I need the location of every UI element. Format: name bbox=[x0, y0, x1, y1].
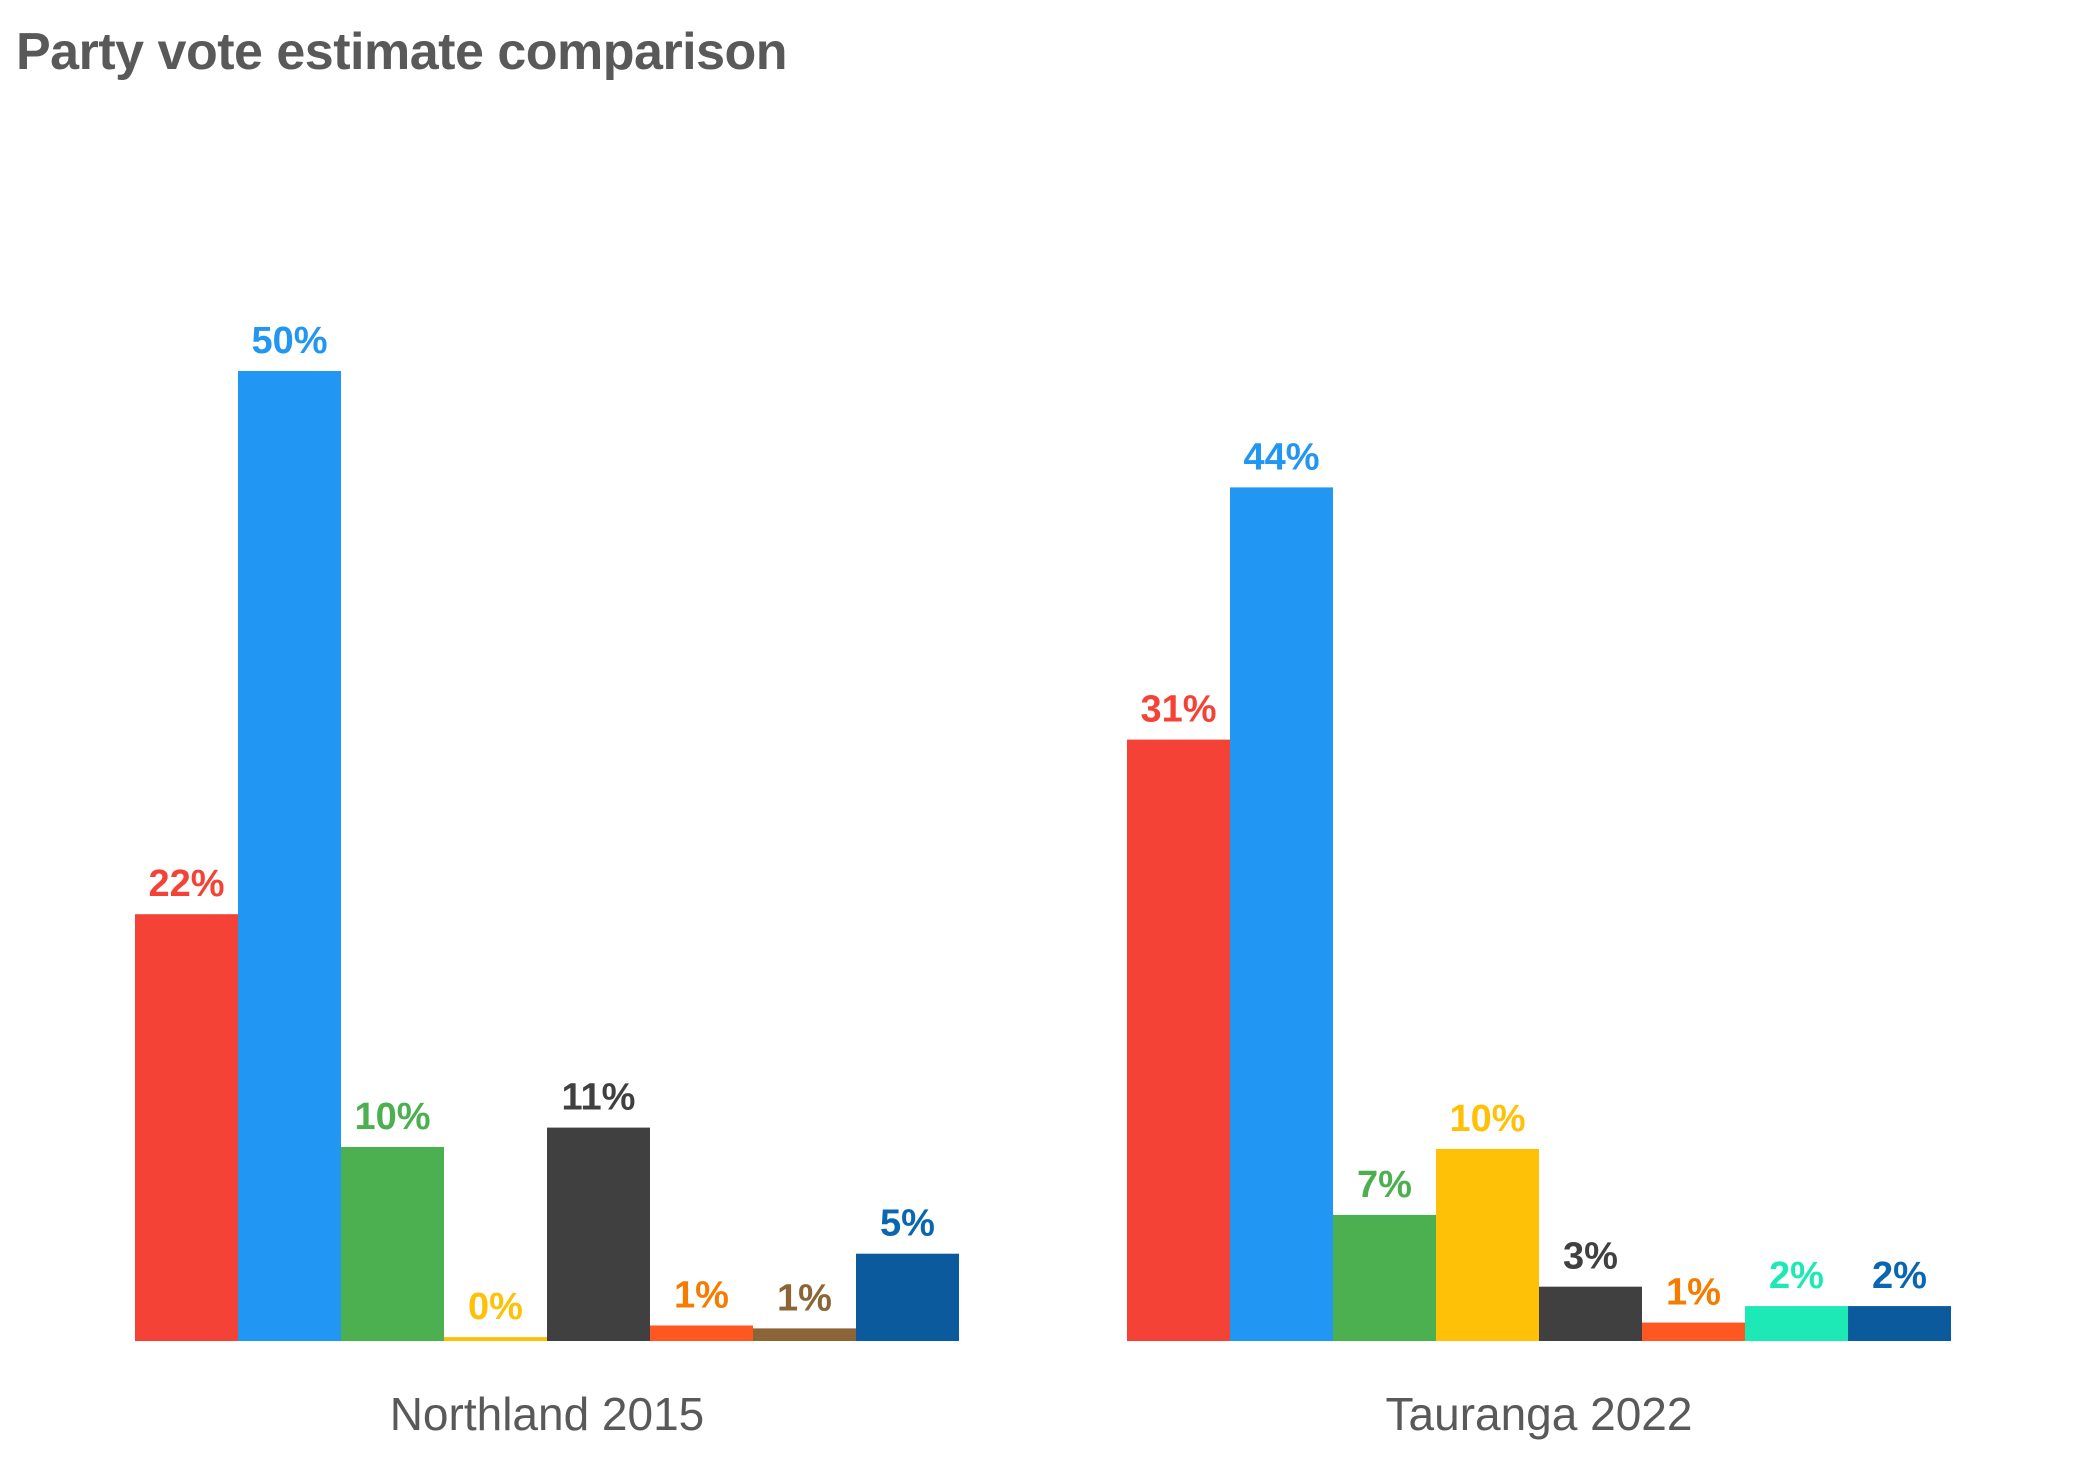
data-label-2-2: 44% bbox=[1243, 436, 1319, 478]
bar-1-3 bbox=[341, 1147, 444, 1341]
data-label-2-6: 1% bbox=[1666, 1272, 1721, 1314]
bar-2-5 bbox=[1539, 1286, 1642, 1341]
bar-1-5 bbox=[547, 1127, 650, 1341]
bar-1-8 bbox=[856, 1253, 959, 1341]
data-label-2-4: 10% bbox=[1449, 1098, 1525, 1140]
bar-2-3 bbox=[1333, 1214, 1436, 1341]
data-label-1-8: 5% bbox=[880, 1203, 935, 1245]
bar-1-2 bbox=[238, 371, 341, 1341]
bar-1-7 bbox=[753, 1328, 856, 1341]
data-label-1-2: 50% bbox=[251, 320, 327, 362]
bar-1-1 bbox=[135, 914, 238, 1341]
data-label-1-3: 10% bbox=[354, 1096, 430, 1138]
category-label-1: Northland 2015 bbox=[390, 1388, 705, 1440]
chart-title: Party vote estimate comparison bbox=[16, 23, 788, 81]
bar-2-6 bbox=[1642, 1322, 1745, 1341]
bar-2-7 bbox=[1745, 1306, 1848, 1341]
data-label-1-4: 0% bbox=[468, 1286, 523, 1328]
data-label-1-7: 1% bbox=[777, 1277, 832, 1319]
bar-2-2 bbox=[1230, 487, 1333, 1341]
plot-area: 22% 50% 10% 0% 11% 1% 1% 5% Northland 2015 31% 44%… bbox=[135, 320, 1951, 1440]
bar-2-4 bbox=[1436, 1148, 1539, 1341]
data-label-1-5: 11% bbox=[562, 1077, 636, 1119]
data-label-2-3: 7% bbox=[1357, 1164, 1412, 1206]
category-label-2: Tauranga 2022 bbox=[1386, 1388, 1693, 1440]
data-label-1-1: 22% bbox=[148, 863, 224, 905]
data-label-1-6: 1% bbox=[674, 1274, 729, 1316]
data-label-2-8: 2% bbox=[1872, 1255, 1927, 1297]
bar-1-4 bbox=[444, 1337, 547, 1341]
bar-2-1 bbox=[1127, 739, 1230, 1341]
data-label-2-5: 3% bbox=[1563, 1236, 1618, 1278]
bar-2-8 bbox=[1848, 1306, 1951, 1341]
bar-1-6 bbox=[650, 1325, 753, 1341]
data-label-2-1: 31% bbox=[1140, 689, 1216, 731]
data-label-2-7: 2% bbox=[1769, 1255, 1824, 1297]
